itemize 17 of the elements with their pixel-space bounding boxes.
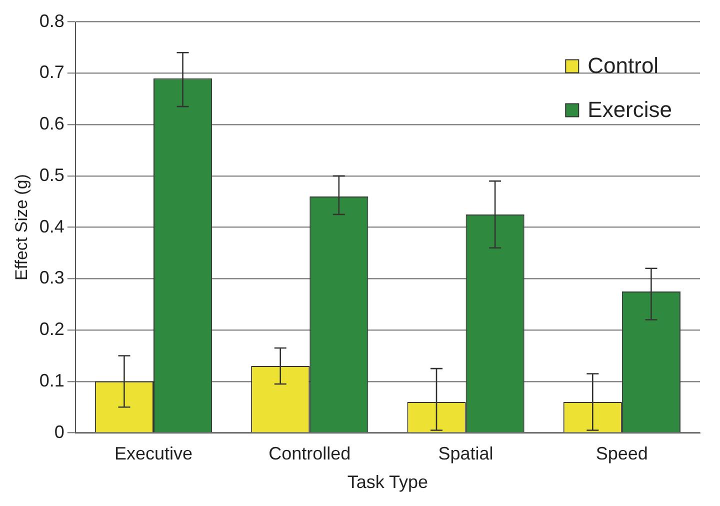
x-tick-label: Executive <box>114 444 193 464</box>
legend-label: Control <box>588 52 659 78</box>
y-tick-label: 0.3 <box>39 268 64 288</box>
x-axis-title: Task Type <box>347 472 428 492</box>
y-tick-label: 0.8 <box>39 10 64 31</box>
y-axis-title: Effect Size (g) <box>12 174 31 281</box>
y-tick-label: 0.7 <box>39 62 64 82</box>
x-tick-label: Controlled <box>268 444 351 464</box>
y-tick-label: 0.1 <box>39 370 64 390</box>
legend-label: Exercise <box>588 96 672 122</box>
y-tick-label: 0.2 <box>39 319 64 340</box>
x-tick-label: Spatial <box>438 444 494 464</box>
y-tick-label: 0.5 <box>39 164 64 185</box>
y-tick-label: 0 <box>54 422 64 442</box>
y-tick-label: 0.6 <box>39 114 64 134</box>
x-tick-label: Speed <box>596 444 648 464</box>
y-tick-label: 0.4 <box>39 216 64 236</box>
